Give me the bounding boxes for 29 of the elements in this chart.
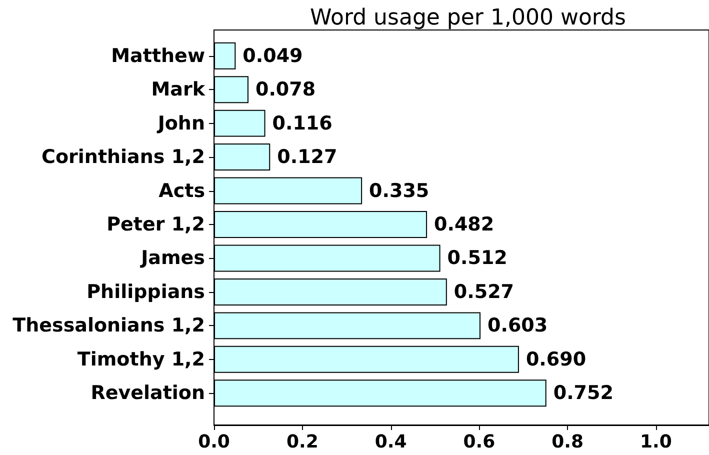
y-tick-label: Revelation [90, 382, 205, 404]
y-tick-label: Corinthians 1,2 [42, 146, 205, 168]
data-label: 0.049 [242, 44, 303, 67]
y-tick-label: Thessalonians 1,2 [12, 314, 205, 337]
data-label: 0.527 [454, 280, 514, 303]
y-tick-label: Peter 1,2 [106, 214, 205, 236]
data-label: 0.752 [553, 382, 614, 404]
x-tick-label: 0.0 [198, 432, 230, 452]
data-label: 0.127 [277, 146, 338, 168]
x-tick-label: 0.6 [463, 432, 496, 452]
x-tick-label: 0.2 [286, 432, 318, 452]
data-label: 0.078 [255, 78, 316, 101]
x-tick-label: 0.8 [552, 432, 584, 452]
y-tick-label: James [139, 247, 205, 270]
y-tick-label: Timothy 1,2 [77, 348, 205, 370]
data-label: 0.690 [526, 348, 586, 370]
data-label: 0.512 [447, 247, 508, 270]
y-tick-label: John [156, 112, 205, 134]
chart-title: Word usage per 1,000 words [310, 6, 626, 30]
x-tick-label: 0.4 [374, 432, 407, 452]
y-tick-label: Philippians [86, 280, 205, 303]
y-tick-label: Matthew [111, 44, 205, 67]
data-label: 0.116 [272, 112, 332, 134]
y-tick-label: Acts [158, 180, 205, 202]
x-tick-label: 1.0 [640, 432, 672, 452]
data-label: 0.603 [488, 314, 548, 337]
data-label: 0.335 [369, 180, 430, 202]
data-label: 0.482 [434, 214, 494, 236]
y-tick-label: Mark [151, 78, 206, 101]
